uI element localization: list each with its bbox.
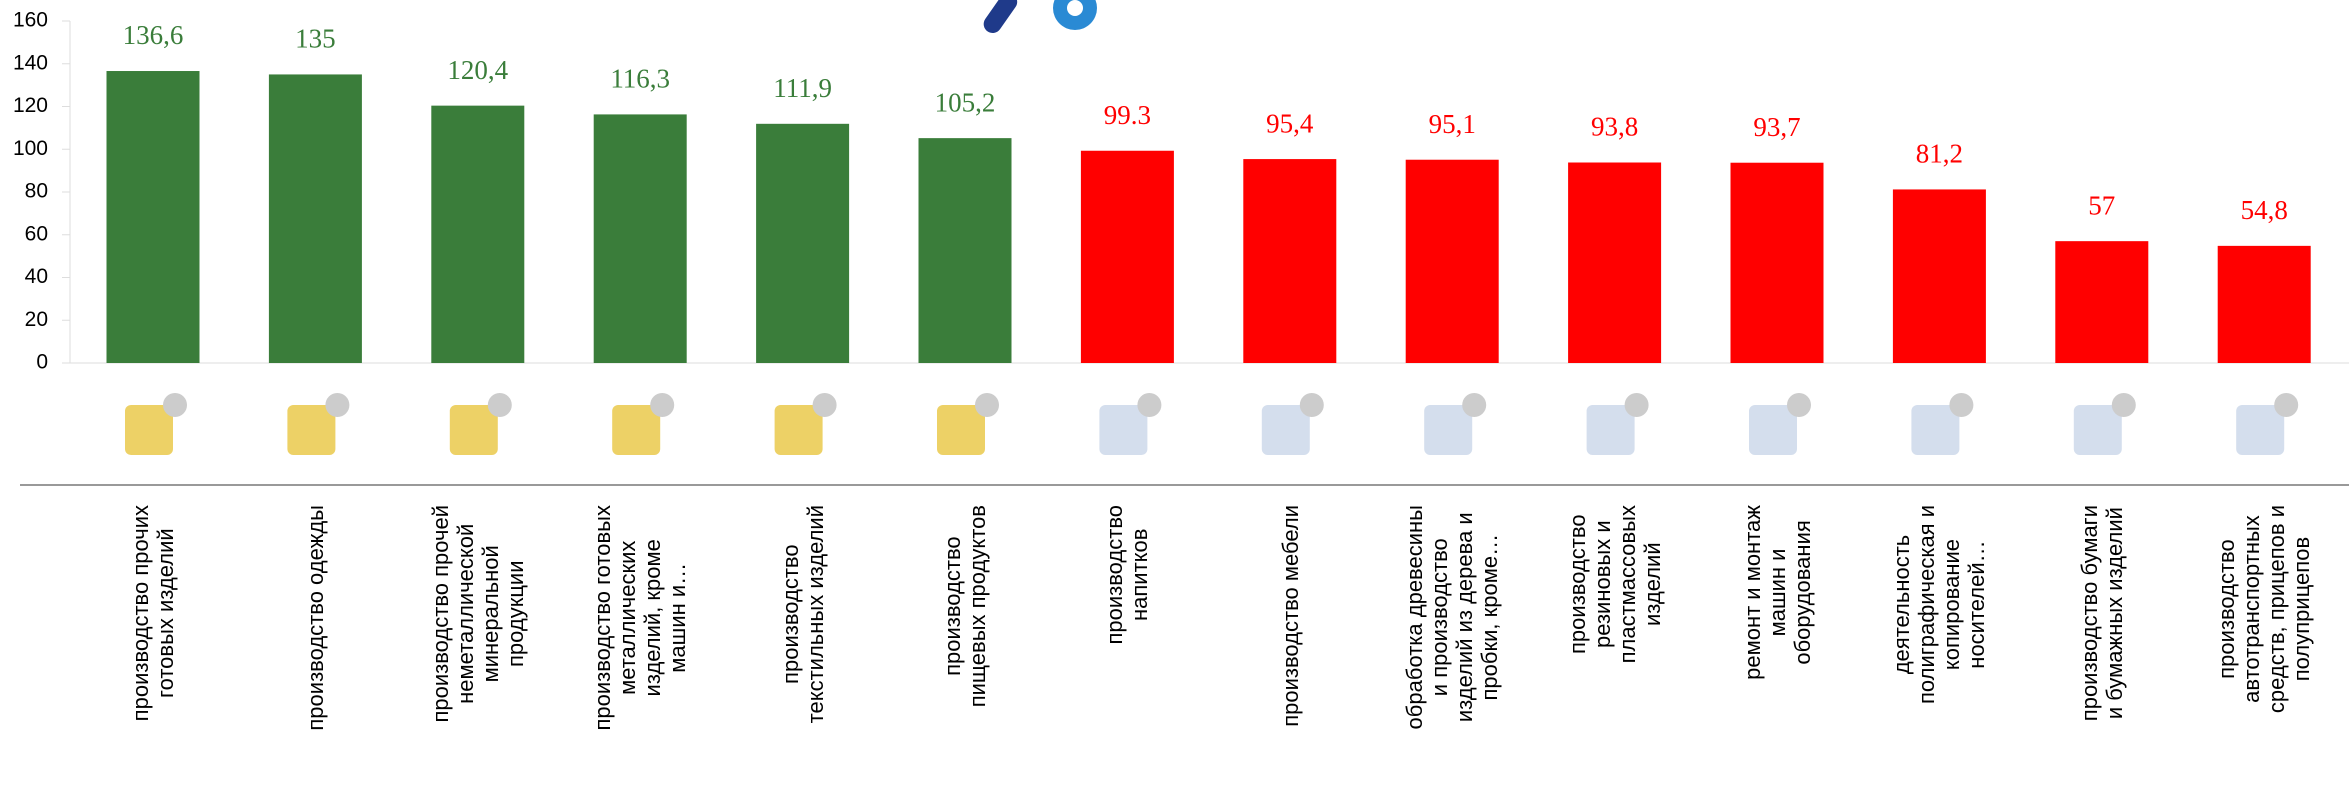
category-text: производство готовых металлических издел…	[590, 505, 690, 731]
y-tick-label: 80	[25, 180, 48, 203]
value-label: 111,9	[773, 73, 832, 103]
icon-gear	[2274, 393, 2298, 417]
x-tick-label: производство готовых металлических издел…	[565, 505, 715, 805]
value-label: 81,2	[1916, 139, 1963, 169]
icon-gear	[325, 393, 349, 417]
icon-gear	[813, 393, 837, 417]
value-label: 136,6	[123, 20, 184, 50]
y-tick-label: 120	[13, 94, 48, 117]
y-tick-label: 60	[25, 222, 48, 245]
y-tick-label: 0	[36, 351, 48, 374]
value-label: 93,7	[1753, 112, 1800, 142]
bar	[919, 138, 1012, 363]
icon-gear	[650, 393, 674, 417]
bar	[107, 71, 200, 363]
x-tick-label: деятельность полиграфическая и копирован…	[1864, 505, 2014, 805]
bar	[594, 114, 687, 363]
category-text: производство автотранспортных средств, п…	[2214, 505, 2314, 713]
bar	[756, 124, 849, 363]
icon-gear	[975, 393, 999, 417]
y-tick-label: 20	[25, 308, 48, 331]
x-tick-label: ремонт и монтаж машин и оборудования	[1702, 505, 1852, 805]
x-tick-label: производство мебели	[1215, 505, 1365, 805]
y-tick-label: 160	[13, 9, 48, 32]
value-label: 105,2	[935, 87, 996, 117]
y-tick-label: 100	[13, 137, 48, 160]
value-label: 95,1	[1429, 109, 1476, 139]
x-tick-label: производство пищевых продуктов	[890, 505, 1040, 805]
x-tick-label: производство бумаги и бумажных изделий	[2027, 505, 2177, 805]
x-tick-label: производство напитков	[1052, 505, 1202, 805]
value-label: 54,8	[2241, 195, 2288, 225]
value-label: 120,4	[447, 55, 508, 85]
value-label: 95,4	[1266, 108, 1314, 138]
x-tick-label: обработка древесины и производство издел…	[1377, 505, 1527, 805]
category-text: производство мебели	[1277, 505, 1302, 727]
value-label: 116,3	[610, 64, 670, 94]
value-label: 135	[295, 24, 336, 54]
category-text: ремонт и монтаж машин и оборудования	[1740, 505, 1815, 680]
icon-gear	[1625, 393, 1649, 417]
y-tick-label: 140	[13, 51, 48, 74]
category-text: производство прочей неметаллической мине…	[428, 505, 528, 723]
bar	[1893, 189, 1986, 363]
category-text: обработка древесины и производство издел…	[1402, 505, 1502, 729]
category-text: производство резиновых и пластмассовых и…	[1565, 505, 1665, 663]
header-icon	[980, 0, 1097, 37]
x-tick-label: производство прочей неметаллической мине…	[403, 505, 553, 805]
bar	[431, 106, 524, 363]
icon-gear	[488, 393, 512, 417]
bar	[1406, 160, 1499, 363]
x-tick-label: производство одежды	[240, 505, 390, 805]
bar	[1243, 159, 1336, 363]
bar	[1731, 163, 1824, 363]
category-text: деятельность полиграфическая и копирован…	[1889, 505, 1989, 704]
page: 0 20 40 60 80 100 120 140 160 136,6 135 120,4 116,3 1…	[0, 0, 2349, 808]
category-text: производство бумаги и бумажных изделий	[2077, 505, 2127, 721]
category-text: производство напитков	[1102, 505, 1152, 645]
bar	[1081, 151, 1174, 363]
bar	[2055, 241, 2148, 363]
category-text: производство прочих готовых изделий	[128, 505, 178, 721]
bar	[269, 74, 362, 363]
category-text: производство пищевых продуктов	[940, 505, 990, 707]
y-tick-label: 40	[25, 265, 48, 288]
bar	[1568, 163, 1661, 363]
icon-gear	[1787, 393, 1811, 417]
value-label: 99.3	[1104, 100, 1151, 130]
value-label: 57	[2088, 190, 2115, 220]
icon-gear	[1137, 393, 1161, 417]
icon-gear	[1949, 393, 1973, 417]
x-tick-label: производство прочих готовых изделий	[78, 505, 228, 805]
value-label: 93,8	[1591, 112, 1638, 142]
icon-gear	[1300, 393, 1324, 417]
category-text: производство текстильных изделий	[778, 505, 828, 723]
bar	[2218, 246, 2311, 363]
icon-gear	[163, 393, 187, 417]
x-tick-label: производство текстильных изделий	[728, 505, 878, 805]
x-tick-label: производство резиновых и пластмассовых и…	[1540, 505, 1690, 805]
icon-gear	[2112, 393, 2136, 417]
icon-gear	[1462, 393, 1486, 417]
category-text: производство одежды	[303, 505, 328, 731]
x-tick-label: производство автотранспортных средств, п…	[2189, 505, 2339, 805]
